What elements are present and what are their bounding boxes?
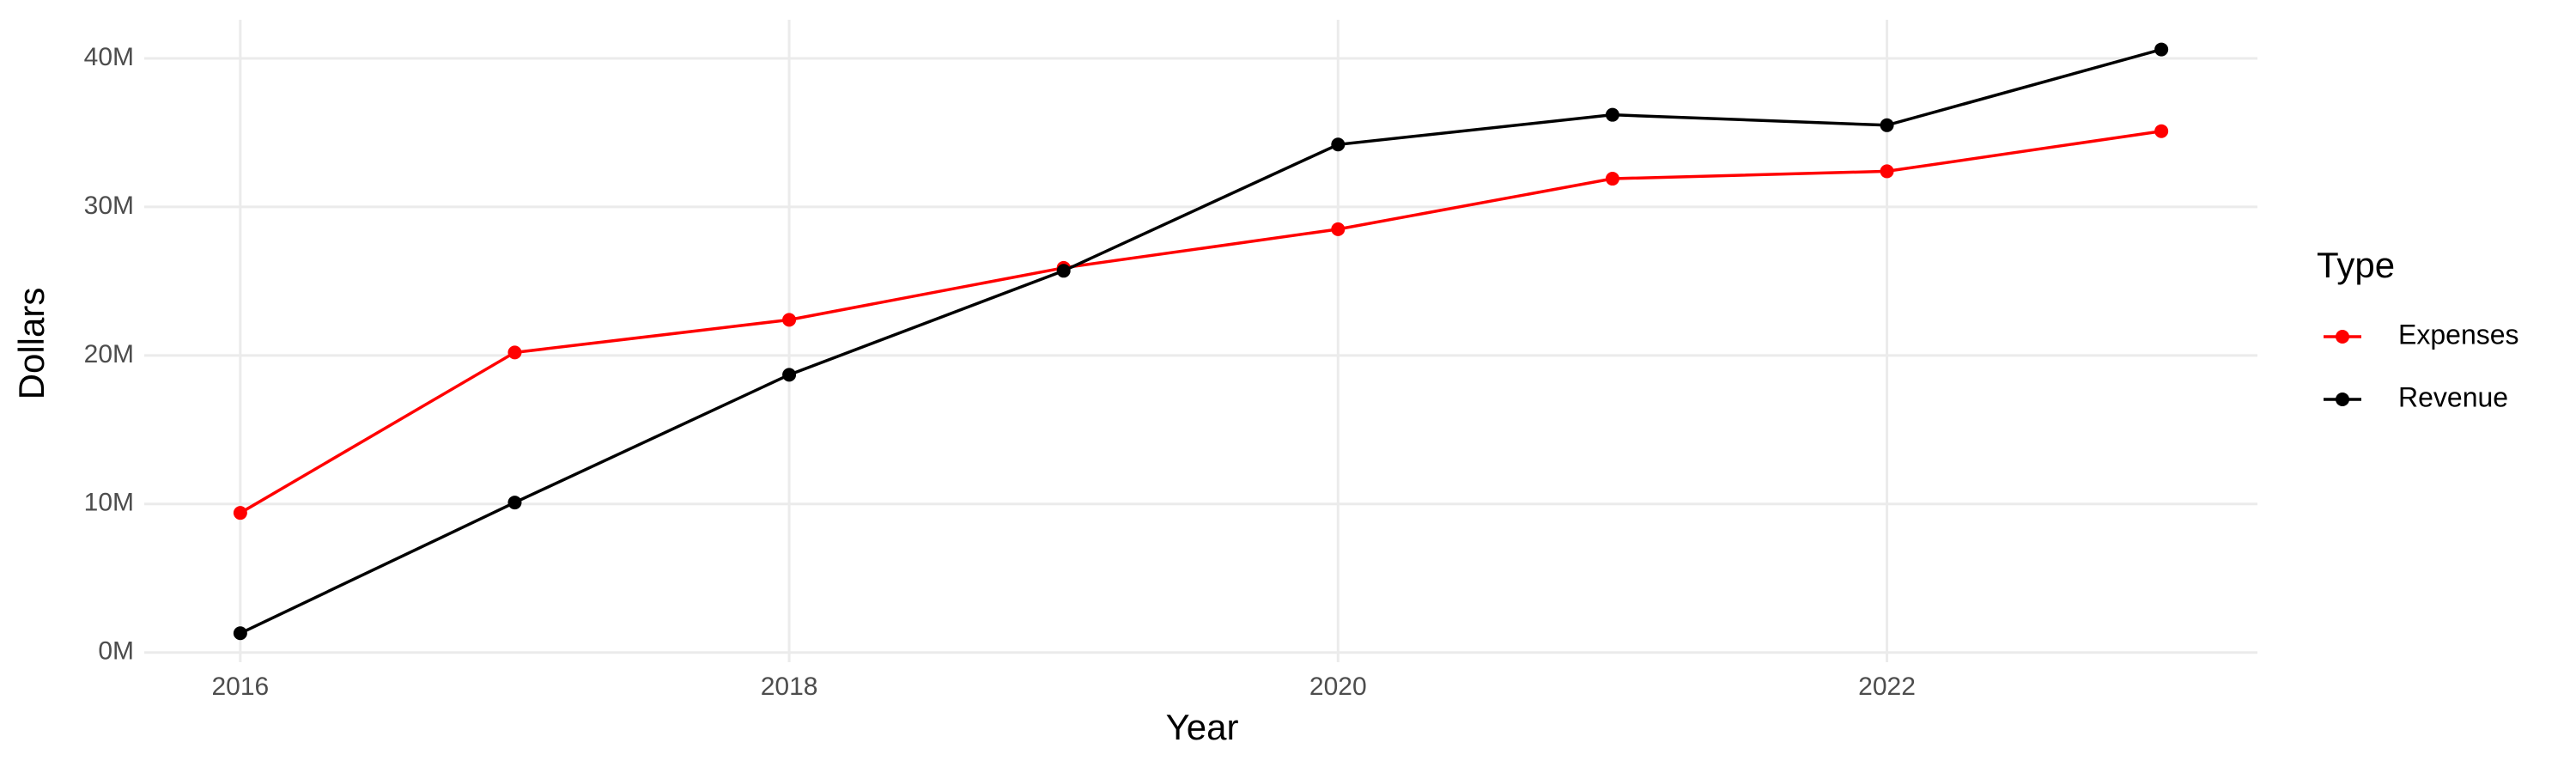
y-axis-title: Dollars: [11, 288, 52, 400]
legend-label: Expenses: [2398, 319, 2519, 350]
data-point: [233, 626, 247, 641]
data-point: [1880, 164, 1894, 179]
y-tick-label: 0M: [98, 637, 134, 666]
data-point: [2154, 124, 2169, 138]
x-tick-label: 2018: [761, 673, 818, 701]
y-tick-label: 20M: [84, 340, 134, 368]
legend-label: Revenue: [2398, 381, 2508, 412]
legend-swatch-point: [2336, 330, 2349, 344]
legend-title: Type: [2317, 245, 2395, 285]
data-point: [233, 506, 247, 520]
data-point: [782, 368, 797, 382]
data-point: [1605, 107, 1619, 122]
y-tick-label: 40M: [84, 43, 134, 71]
x-tick-label: 2022: [1858, 673, 1916, 701]
data-point: [507, 345, 522, 360]
data-point: [1880, 118, 1894, 132]
y-tick-label: 10M: [84, 489, 134, 517]
data-point: [1331, 137, 1346, 152]
series-line: [239, 129, 2162, 514]
y-tick-label: 30M: [84, 192, 134, 220]
data-point: [1605, 172, 1619, 186]
data-point: [782, 313, 797, 327]
x-tick-label: 2016: [211, 673, 269, 701]
data-point: [2154, 42, 2169, 57]
data-point: [1056, 264, 1071, 278]
x-axis-title: Year: [1166, 707, 1239, 747]
series-line: [240, 47, 2162, 635]
legend-swatch-point: [2336, 393, 2349, 406]
data-point: [507, 496, 522, 510]
x-tick-label: 2020: [1309, 673, 1367, 701]
data-point: [1331, 222, 1346, 236]
